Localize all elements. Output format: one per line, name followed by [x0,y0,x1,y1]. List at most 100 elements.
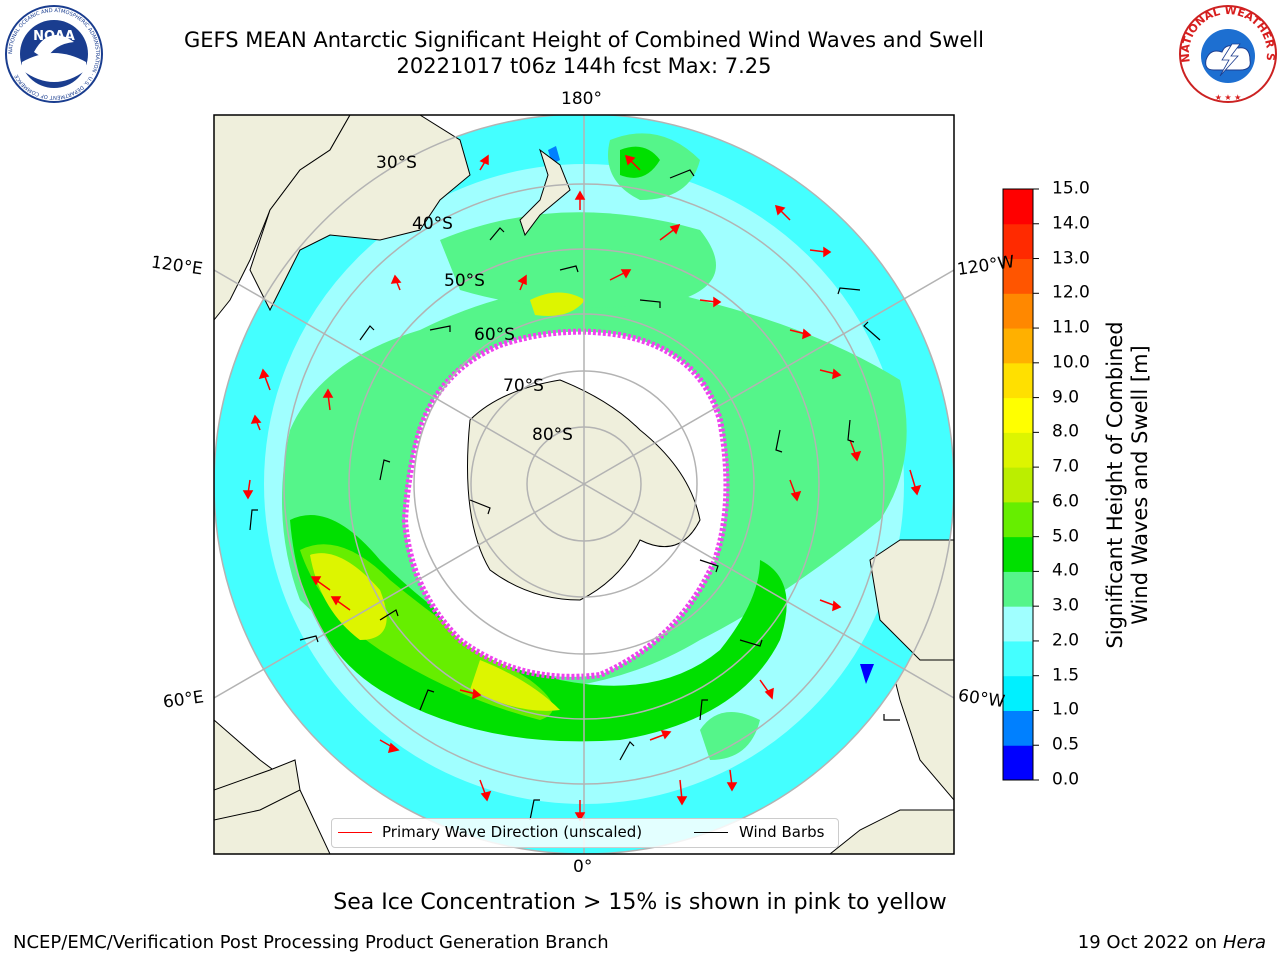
colorbar-tick-label: 5.0 [1052,526,1080,547]
wave-arrow [609,269,632,281]
wind-barb [379,459,391,481]
wave-arrow [649,730,672,741]
colorbar-swatch [1003,571,1033,607]
colorbar-tick-label: 1.5 [1052,665,1080,686]
colorbar-tick-label: 12.0 [1052,282,1090,303]
colorbar-swatch [1003,293,1033,329]
colorbar-swatch [1003,362,1033,399]
colorbar-swatch [1003,189,1033,225]
colorbar-tick-label: 6.0 [1052,491,1080,512]
colorbar-tick-label: 15.0 [1052,178,1090,199]
wind-barb [559,265,579,273]
map-frame [213,114,955,855]
colorbar-tick-label: 8.0 [1052,421,1080,442]
wind-barb [379,609,399,621]
colorbar-swatch [1003,432,1033,468]
wave-arrow [258,368,271,391]
colorbar-swatch [1003,501,1033,538]
lat-label-50s: 50°S [444,271,485,291]
colorbar [1002,188,1039,781]
wave-arrow [574,800,586,822]
wave-arrow [250,414,262,431]
wave-arrow [659,223,681,241]
wave-arrow [330,596,351,611]
wave-arrow [459,688,482,700]
wave-arrow [819,599,842,612]
wind-barb [699,699,708,721]
graticule [214,115,954,854]
sea-ice-note: Sea Ice Concentration > 15% is shown in … [333,890,947,915]
wave-arrow [479,779,492,802]
wave-arrow [789,328,812,340]
wave-arrow [909,469,922,496]
map-legend: Primary Wave Direction (unscaled) Wind B… [331,818,839,848]
colorbar-title-line1: Significant Height of Combined [1103,321,1127,649]
colorbar-tick-label: 4.0 [1052,560,1080,581]
wind-barb [249,509,258,531]
footer-date: 19 Oct 2022 on Hera [1078,932,1266,953]
colorbar-swatch [1003,223,1033,260]
colorbar-swatch [1003,710,1033,746]
wave-arrow [809,246,832,258]
colorbar-tick-label: 1.0 [1052,699,1080,720]
colorbar-swatch [1003,467,1033,503]
australia-nz-land [249,115,954,661]
colorbar-title-line2: Wind Waves and Swell [m] [1128,345,1152,625]
colorbar-frame [1002,188,1034,781]
wind-barb [639,299,661,308]
colorbar-tick-label: 2.0 [1052,630,1080,651]
wave-arrow [699,296,722,308]
barb-legend-label: Wind Barbs [739,823,825,841]
barb-legend-line [694,832,728,833]
wave-legend-label: Primary Wave Direction (unscaled) [382,823,643,841]
noaa-logo-text: NOAA [33,29,75,44]
wind-barb [419,689,435,711]
wind-barb [489,227,505,241]
colorbar-swatch [1003,606,1033,642]
wave-arrow [242,479,254,500]
colorbar-tick-label: 0.0 [1052,769,1080,790]
colorbar-tick-label: 0.5 [1052,734,1080,755]
nws-logo-icon: NATIONAL WEATHER SERVICE ★ ★ ★ [1176,4,1277,103]
colorbar-swatch [1003,745,1033,781]
wind-barb [529,799,540,821]
wind-barb [429,325,451,332]
wave-arrow [676,779,688,806]
colorbar-swatch [1003,258,1033,294]
wave-legend-line [338,832,372,833]
wave-arrow [789,479,802,502]
colorbar-swatch [1003,328,1033,364]
wave-arrow [819,368,842,380]
wave-arrow [517,274,527,291]
lat-label-30s: 30°S [376,153,417,173]
wind-barb [863,321,881,341]
colorbar-swatch [1003,536,1033,572]
wave-arrow [379,739,400,753]
wind-barb [469,499,491,515]
plot-subtitle: 20221017 t06z 144h fcst Max: 7.25 [396,54,772,78]
wind-barb [619,741,635,761]
wave-arrow [390,274,402,291]
svg-text:★ ★ ★: ★ ★ ★ [1215,93,1242,102]
wind-barb [299,635,319,643]
meridian-label-180: 180° [561,89,602,109]
colorbar-swatch [1003,675,1033,711]
colorbar-tick-label: 13.0 [1052,248,1090,269]
wave-arrow [849,439,862,462]
colorbar-swatch [1003,640,1033,677]
lat-label-40s: 40°S [412,214,453,234]
noaa-logo-icon: NOAA NATIONAL OCEANIC AND ATMOSPHERIC AD… [5,5,103,103]
colorbar-tick-label: 9.0 [1052,387,1080,408]
colorbar-tick-label: 7.0 [1052,456,1080,477]
wave-arrow [774,204,791,221]
colorbar-swatch [1003,397,1033,433]
colorbar-tick-label: 3.0 [1052,595,1080,616]
wind-barbs [249,169,900,821]
wind-barb [699,559,719,573]
latitude-labels: 30°S 40°S 50°S 60°S 70°S 80°S [376,153,573,445]
wave-arrow [726,769,738,792]
wave-arrow [574,190,586,210]
colorbar-tick-label: 11.0 [1052,317,1090,338]
footer-date-text: 19 Oct 2022 on [1077,932,1218,953]
